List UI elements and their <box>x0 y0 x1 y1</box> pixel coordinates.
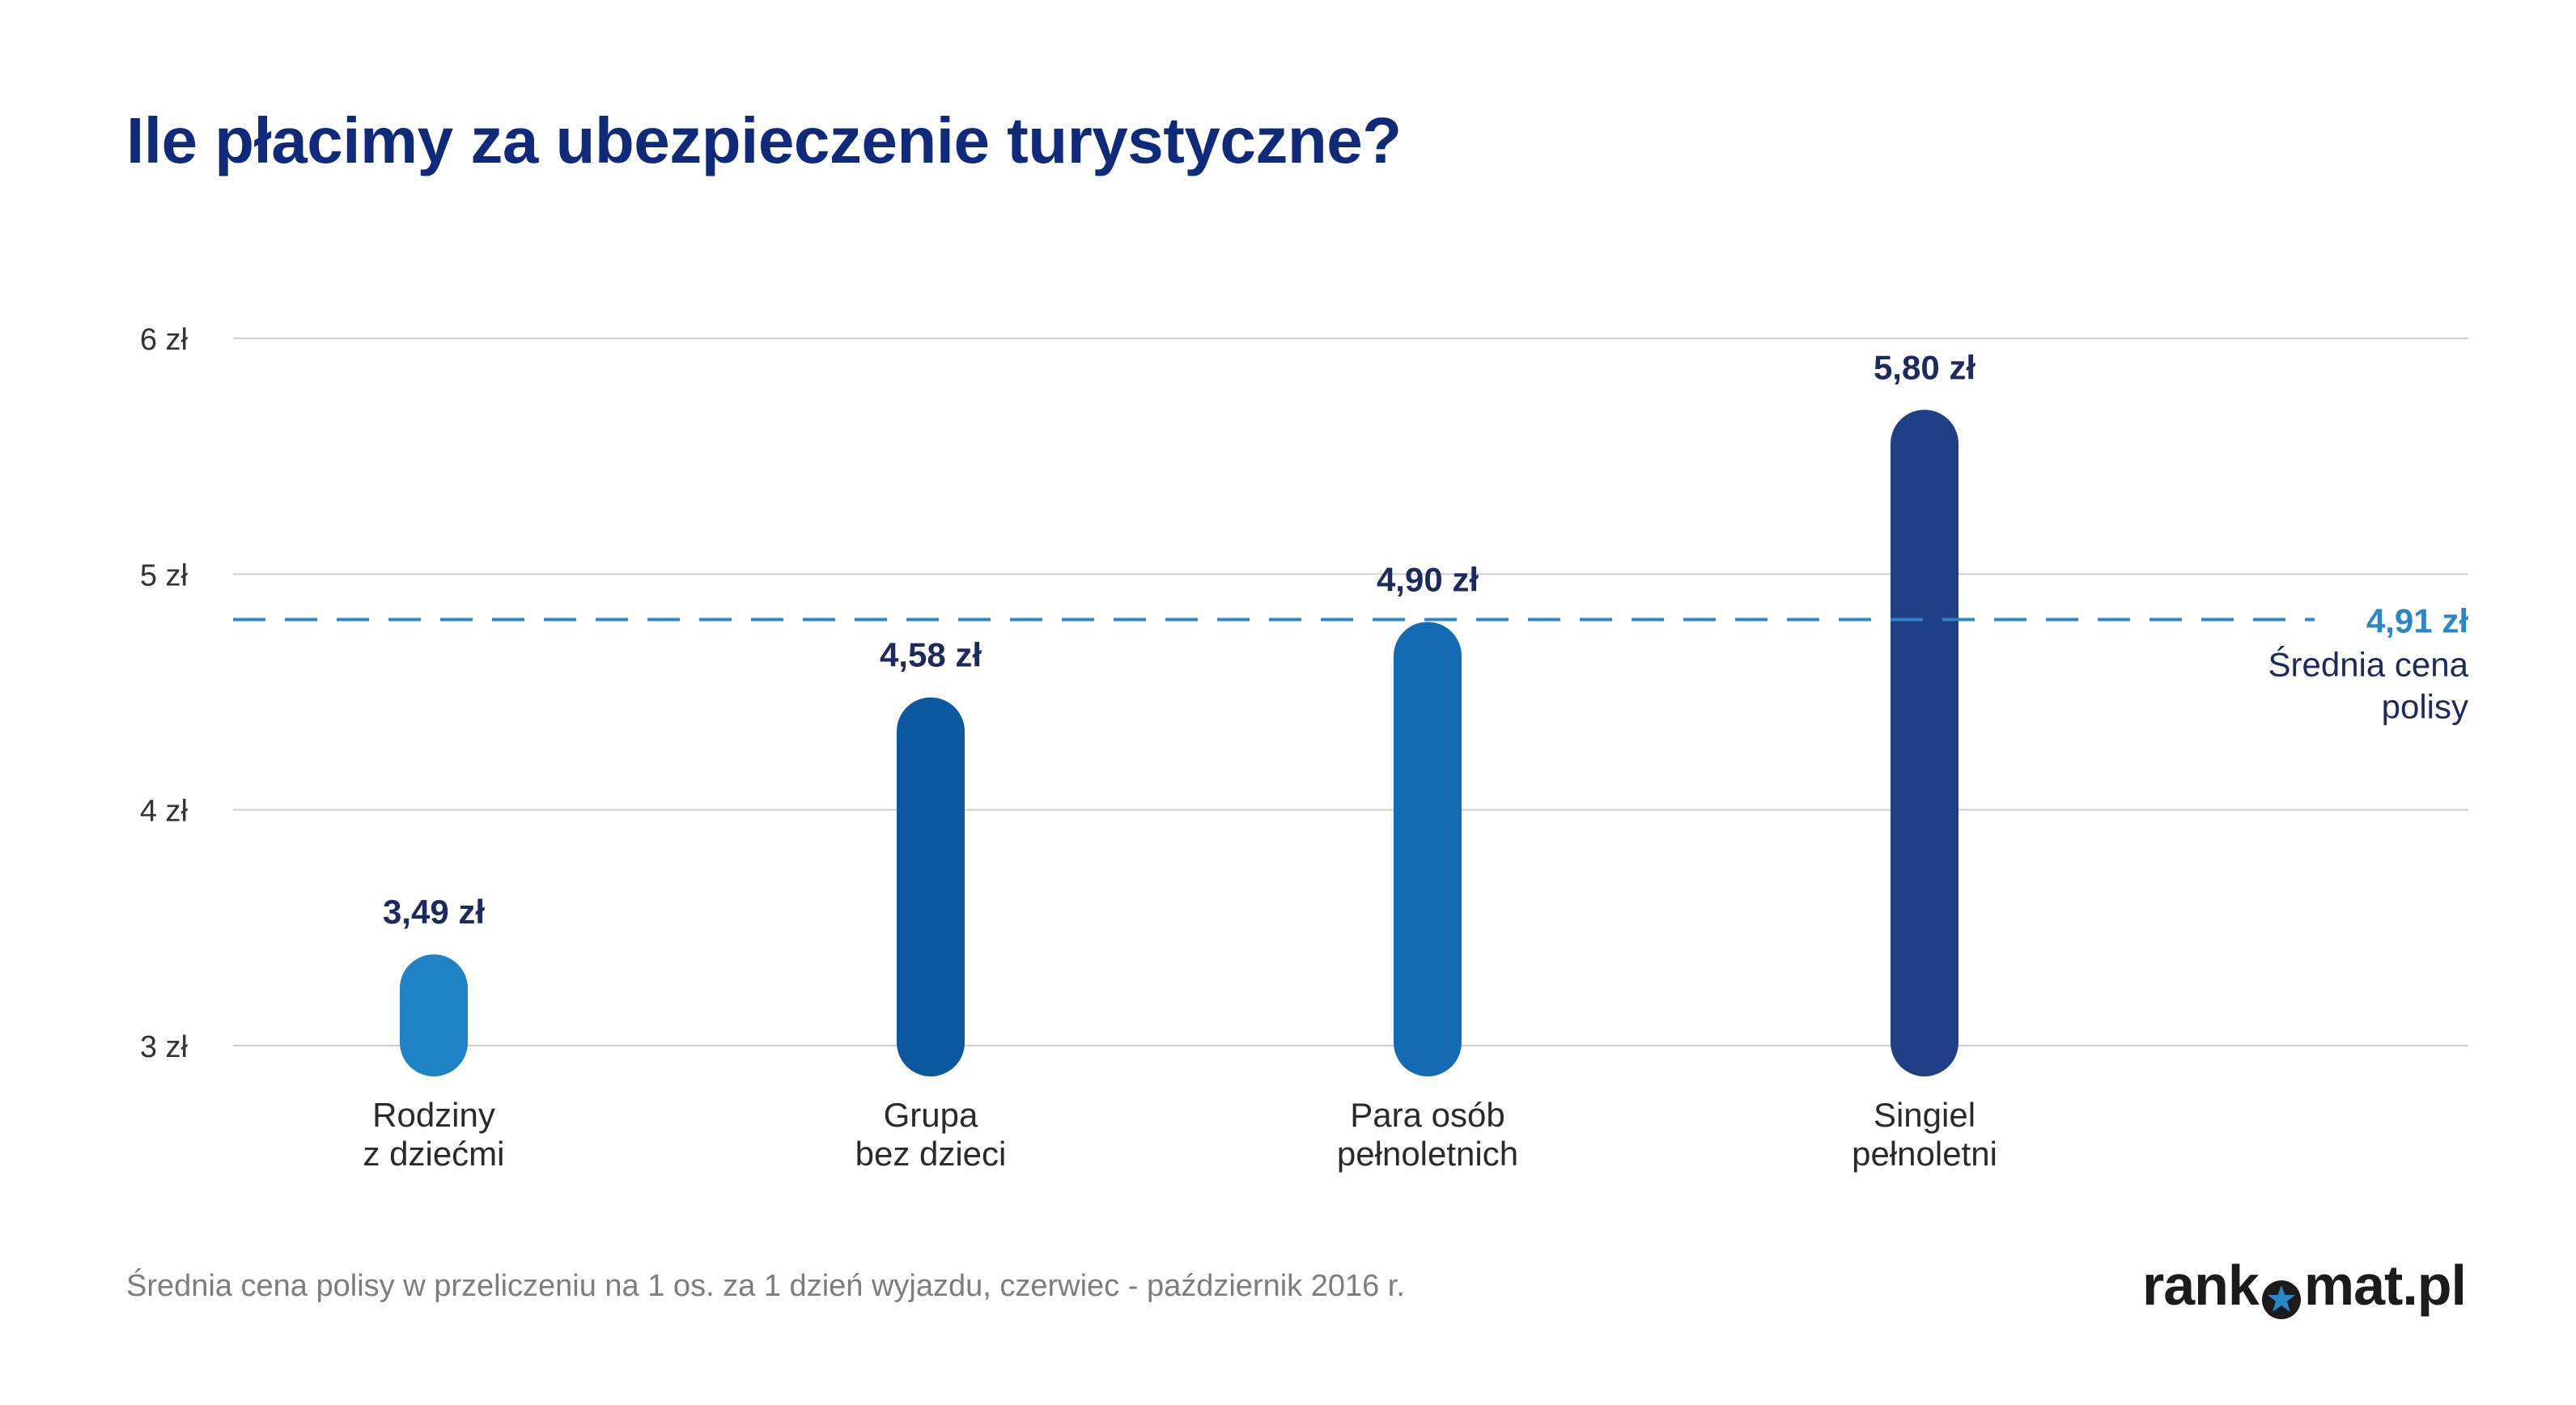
logo-text-left: rank <box>2141 1254 2260 1317</box>
x-category-label: Rodziny <box>372 1096 495 1134</box>
average-value-label: 4,91 zł <box>2366 602 2468 640</box>
y-tick-label: 4 zł <box>140 795 189 829</box>
bar-value-label: 4,58 zł <box>880 636 982 674</box>
x-category-label: Singiel <box>1874 1096 1975 1134</box>
x-category-label: pełnoletni <box>1852 1135 1997 1173</box>
bar <box>1394 622 1462 1076</box>
bar-value-label: 4,90 zł <box>1377 560 1479 598</box>
average-caption: Średnia cena <box>2268 645 2468 684</box>
x-category-label: bez dzieci <box>855 1135 1007 1173</box>
bar-value-label: 3,49 zł <box>383 893 485 931</box>
y-tick-label: 5 zł <box>140 558 189 592</box>
chart-title: Ile płacimy za ubezpieczenie turystyczne… <box>126 104 1402 176</box>
rankomat-logo: rank mat.pl <box>2141 1253 2467 1319</box>
y-tick-label: 3 zł <box>140 1030 189 1064</box>
logo-text-right: mat.pl <box>2303 1254 2467 1317</box>
footnote: Średnia cena polisy w przeliczeniu na 1 … <box>126 1269 1405 1303</box>
x-category-label: z dziećmi <box>363 1135 504 1173</box>
x-category-label: Grupa <box>884 1096 978 1134</box>
average-caption: polisy <box>2382 688 2468 726</box>
bar <box>897 697 965 1076</box>
bar <box>1891 410 1959 1076</box>
y-tick-label: 6 zł <box>140 323 189 357</box>
bar-value-label: 5,80 zł <box>1874 348 1975 386</box>
star-circle-icon <box>2260 1269 2302 1319</box>
x-category-label: Para osób <box>1350 1096 1504 1134</box>
x-category-label: pełnoletnich <box>1337 1135 1518 1173</box>
bar <box>400 954 468 1076</box>
